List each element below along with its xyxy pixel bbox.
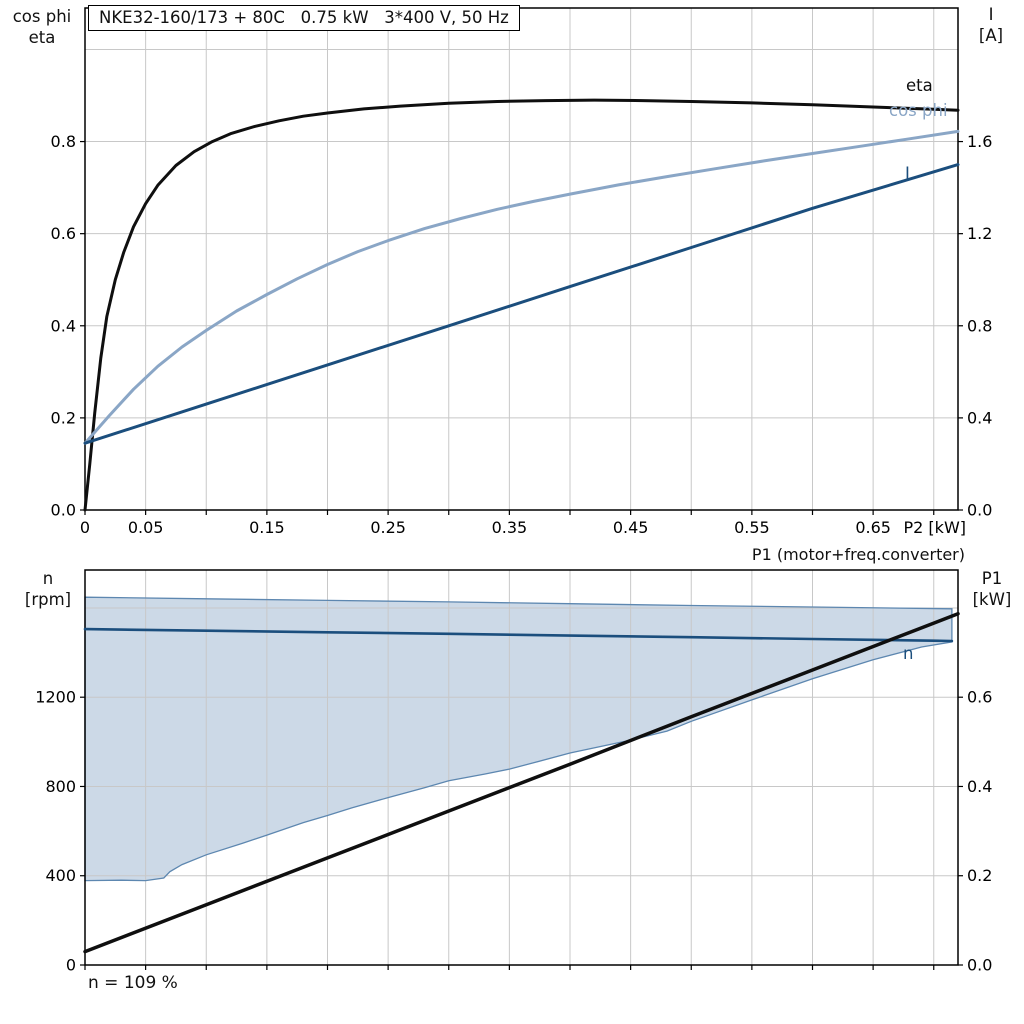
y-left-tick-label: 0.6 [51, 224, 76, 243]
chart-title-box: NKE32-160/173 + 80C 0.75 kW 3*400 V, 50 … [88, 5, 520, 31]
bottom-chart: 0 400 800 1200 0.0 0.2 0.4 0.6 [35, 569, 992, 975]
top-right-axis-title: I [A] [962, 4, 1020, 46]
speed-range-band [85, 597, 952, 881]
current-axis-label: I [988, 5, 994, 24]
eta-curve-label: eta [906, 76, 933, 95]
y-right-tick-label: 0.4 [967, 777, 992, 796]
plot-border [84, 569, 959, 966]
series-cos-phi [83, 129, 960, 445]
bottom-right-axis-title: P1 [kW] [962, 568, 1022, 610]
n-curve-label: n [903, 644, 914, 663]
p1-axis-unit: [kW] [972, 590, 1012, 609]
current-axis-unit: [A] [978, 26, 1004, 45]
p1-legend-label: P1 (motor+freq.converter) [751, 545, 965, 564]
x-tick-label: 0.05 [128, 518, 164, 537]
speed-axis-unit: [rpm] [24, 590, 72, 609]
p1-axis-label: P1 [981, 569, 1003, 588]
y-left-tick-label: 0.2 [51, 408, 76, 427]
y-right-tick-label: 0.4 [967, 408, 992, 427]
series-P1 [83, 611, 960, 954]
series-I [83, 163, 960, 445]
top-chart: 0.0 0.2 0.4 0.6 0.8 0.0 0.4 0.8 1.2 1.6 0 0.05 0.15 0… [51, 7, 992, 537]
x-tick-label: 0.55 [734, 518, 770, 537]
y-left-tick-label: 0 [66, 956, 76, 975]
speed-percentage-annotation: n = 109 % [88, 973, 178, 993]
x-tick-label: 0.45 [613, 518, 649, 537]
y-right-tick-label: 1.6 [967, 132, 992, 151]
y-left-tick-label: 0.4 [51, 316, 76, 335]
y-left-tick-label: 0.8 [51, 132, 76, 151]
x-tick-label: 0.35 [492, 518, 528, 537]
x-axis-unit-label: P2 [kW] [904, 518, 966, 537]
y-right-tick-label: 0.0 [967, 501, 992, 520]
speed-range-band-edge [84, 596, 953, 882]
plot-border [84, 7, 959, 511]
y-right-tick-label: 0.8 [967, 316, 992, 335]
x-tick-label: 0.25 [370, 518, 406, 537]
top-left-axis-title: cos phi eta [4, 6, 80, 48]
y-left-tick-label: 1200 [35, 688, 76, 707]
eta-axis-label: eta [28, 28, 56, 47]
y-right-tick-label: 1.2 [967, 224, 992, 243]
x-tick-label: 0 [80, 518, 90, 537]
cos-phi-axis-label: cos phi [12, 7, 72, 26]
x-tick-label: 0.65 [855, 518, 891, 537]
series-eta [83, 98, 960, 512]
y-left-tick-label: 800 [45, 777, 76, 796]
y-right-tick-label: 0.2 [967, 866, 992, 885]
y-right-tick-label: 0.6 [967, 688, 992, 707]
y-right-tick-label: 0.0 [967, 956, 992, 975]
x-tick-label: 0.15 [249, 518, 285, 537]
cos-phi-curve-label: cos phi [889, 101, 948, 120]
current-curve-label: I [905, 164, 910, 183]
speed-axis-label: n [42, 569, 54, 588]
y-left-tick-label: 400 [45, 866, 76, 885]
y-left-tick-label: 0.0 [51, 501, 76, 520]
bottom-left-axis-title: n [rpm] [12, 568, 84, 610]
